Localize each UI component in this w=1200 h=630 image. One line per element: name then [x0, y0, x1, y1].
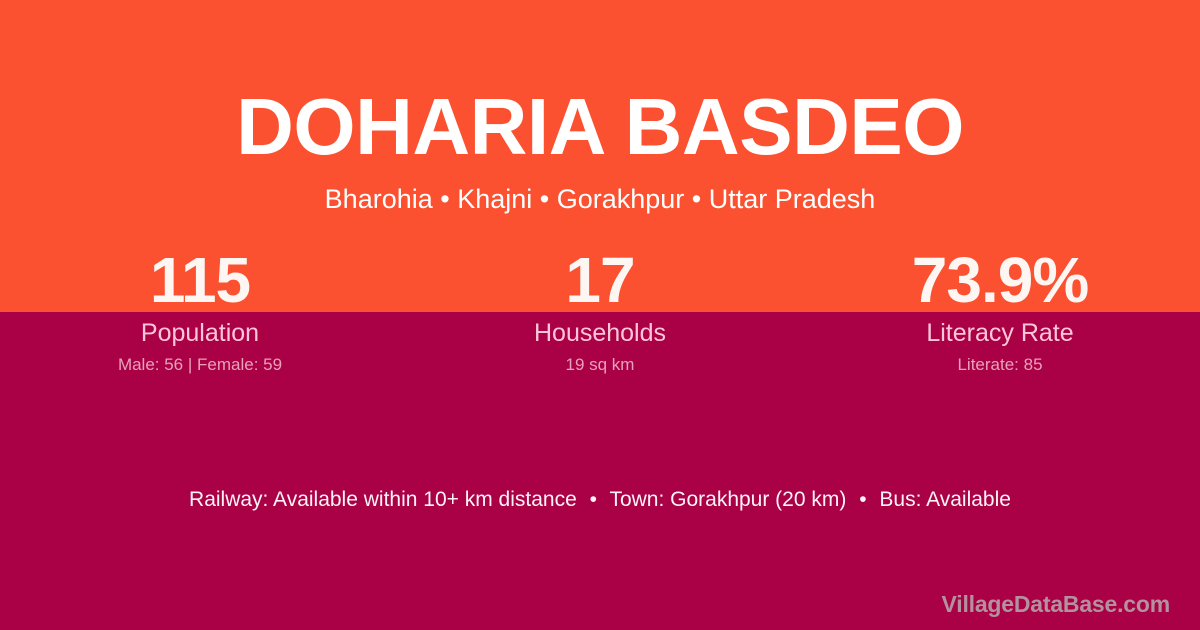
stat-population: 115 Population Male: 56 | Female: 59: [0, 248, 400, 376]
stat-literacy-rate: 73.9% Literacy Rate Literate: 85: [800, 248, 1200, 376]
stat-sublabel: Male: 56 | Female: 59: [117, 355, 283, 374]
stat-households: 17 Households 19 sq km: [400, 248, 800, 376]
bullet-separator-icon: •: [589, 488, 597, 511]
stat-label: Literacy Rate: [926, 319, 1074, 347]
stat-label: Population: [140, 319, 260, 347]
header-background-band: [0, 0, 1200, 312]
stat-sublabel: Literate: 85: [957, 355, 1043, 374]
body-background-band: [0, 312, 1200, 630]
breadcrumb: Bharohia • Khajni • Gorakhpur • Uttar Pr…: [324, 184, 876, 214]
stat-value: 115: [149, 244, 251, 316]
info-item-bus: Bus: Available: [879, 488, 1011, 511]
amenities-info-line: Railway: Available within 10+ km distanc…: [0, 486, 1200, 514]
info-item-railway: Railway: Available within 10+ km distanc…: [189, 488, 577, 511]
stat-value: 73.9%: [911, 244, 1089, 316]
stat-sublabel: 19 sq km: [565, 355, 635, 374]
stats-row: 115 Population Male: 56 | Female: 59 17 …: [0, 248, 1200, 376]
bullet-separator-icon: •: [859, 488, 867, 511]
info-item-town: Town: Gorakhpur (20 km): [609, 488, 847, 511]
page-title: DOHARIA BASDEO: [236, 82, 964, 171]
stat-label: Households: [533, 319, 667, 347]
site-brand-watermark: VillageDataBase.com: [941, 591, 1171, 617]
stat-value: 17: [565, 244, 635, 316]
